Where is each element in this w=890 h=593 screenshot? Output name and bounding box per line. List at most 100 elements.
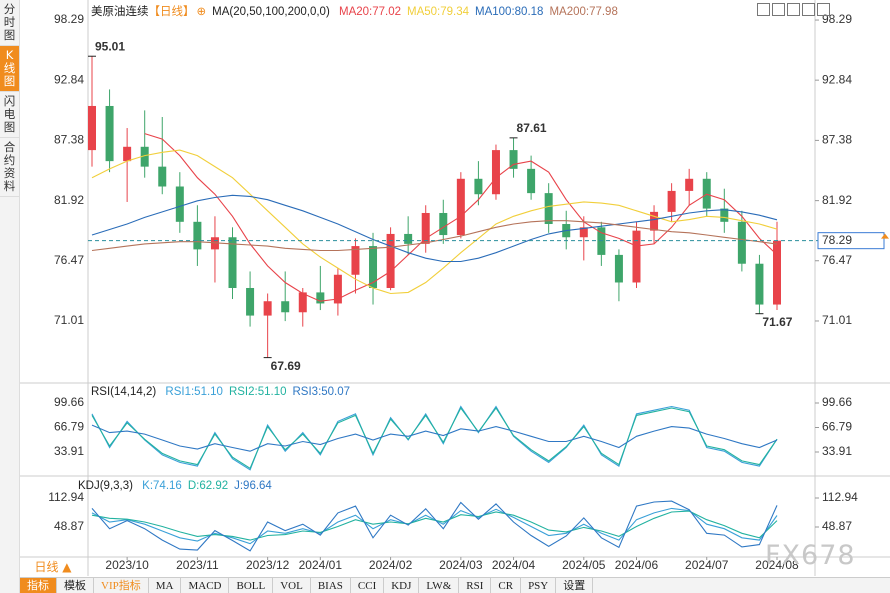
legend-entry: RSI1:51.10 (165, 386, 223, 398)
candle-body (527, 168, 536, 194)
candle-body (755, 263, 764, 305)
series-line (91, 406, 778, 470)
candle-body (544, 193, 553, 225)
y-tick-label: 33.91 (54, 444, 84, 458)
x-tick-label: 2024/06 (615, 558, 659, 572)
candle-body (333, 274, 342, 304)
low-annotation: 71.67 (762, 315, 792, 329)
candle-body (509, 150, 518, 169)
x-tick-label: 2024/01 (299, 558, 343, 572)
y-tick-label: 71.01 (822, 313, 852, 327)
low-annotation: 67.69 (271, 359, 301, 373)
rsi-header: RSI(14,14,2) RSI1:51.10 RSI2:51.10 RSI3:50… (91, 386, 356, 398)
legend-entry: J:96.64 (234, 480, 272, 492)
watermark: FX678 (765, 540, 856, 571)
candle-body (421, 212, 430, 244)
x-tick-label: 2023/10 (105, 558, 149, 572)
side-tab[interactable]: K线图 (0, 46, 19, 92)
candle-body (474, 178, 483, 195)
candle-body (650, 211, 659, 231)
y-tick-label: 112.94 (822, 490, 858, 504)
series-line (91, 194, 778, 263)
legend-entry: MA50:79.34 (407, 6, 470, 18)
legend-entry: RSI3:50.07 (292, 386, 351, 398)
kdj-header: KDJ(9,3,3) K:74.16 D:62.92 J:96.64 (78, 480, 278, 492)
y-tick-label: 76.47 (822, 253, 852, 267)
high-annotation: 87.61 (517, 121, 547, 135)
candle-body (140, 146, 149, 167)
side-tab[interactable]: 闪电图 (0, 92, 19, 138)
y-tick-label: 66.79 (54, 420, 84, 434)
y-tick-label: 48.87 (54, 519, 84, 533)
indicator-tab[interactable]: BIAS (311, 578, 351, 593)
side-tabs: 分时图 K线图 闪电图 合约资料 (0, 0, 20, 593)
indicator-tabs: 指标 模板 VIP指标 MA MACD BOLL VOL BIAS CCI KDJ LW& RSI CR… (20, 577, 890, 593)
legend-entry: MA20:77.02 (338, 6, 401, 18)
y-tick-label: 66.79 (822, 420, 852, 434)
candle-body (263, 301, 272, 316)
indicator-tab[interactable]: MA (149, 578, 182, 593)
x-tick-label: 2024/05 (562, 558, 606, 572)
period-button[interactable]: 日线 ▲ (22, 559, 84, 576)
x-tick-label: 2023/11 (176, 558, 219, 572)
candle-body (369, 246, 378, 288)
side-tab[interactable]: 分时图 (0, 0, 19, 46)
indicator-tab[interactable]: VOL (273, 578, 311, 593)
series-line (91, 149, 778, 295)
legend-entry: MA100:80.18 (475, 6, 544, 18)
indicator-tab[interactable]: MACD (181, 578, 230, 593)
candle-body (351, 246, 360, 275)
y-tick-label: 99.66 (822, 395, 852, 409)
candle-body (720, 208, 729, 222)
indicator-tab[interactable]: 设置 (556, 578, 594, 593)
high-annotation: 95.01 (95, 39, 125, 53)
candle-body (105, 105, 114, 162)
candle-body (404, 233, 413, 244)
y-tick-label: 48.87 (822, 519, 852, 533)
indicator-tab[interactable]: VIP指标 (94, 578, 149, 593)
indicator-tab[interactable]: PSY (521, 578, 557, 593)
side-tab[interactable]: 合约资料 (0, 138, 19, 197)
candle-body (579, 227, 588, 238)
y-tick-label: 76.47 (54, 253, 84, 267)
y-tick-label: 92.84 (822, 72, 852, 86)
indicator-tab[interactable]: KDJ (384, 578, 420, 593)
last-price-box (817, 232, 885, 250)
indicator-tab[interactable]: 指标 (20, 578, 57, 593)
y-tick-label: 81.92 (54, 193, 84, 207)
indicator-tab[interactable]: 模板 (57, 578, 94, 593)
y-tick-label: 81.92 (822, 193, 852, 207)
candle-body (614, 254, 623, 283)
legend-entry: D:62.92 (187, 480, 229, 492)
indicator-tab[interactable]: BOLL (229, 578, 274, 593)
x-tick-label: 2024/08 (755, 558, 799, 572)
x-tick-label: 2024/02 (369, 558, 413, 572)
candle-body (456, 178, 465, 236)
last-price-arrow (881, 233, 889, 239)
toolbar-icons[interactable] (757, 3, 830, 16)
x-tick-label: 2023/12 (246, 558, 290, 572)
indicator-params: MA(20,50,100,200,0,0) (212, 6, 330, 18)
series-line (91, 424, 778, 452)
indicator-tab[interactable]: RSI (459, 578, 492, 593)
series-line (91, 510, 778, 541)
candle-body (386, 233, 395, 288)
indicator-tab[interactable]: CCI (351, 578, 385, 593)
candle-body (685, 178, 694, 191)
y-tick-label: 92.84 (54, 72, 84, 86)
candle-body (737, 221, 746, 264)
add-icon[interactable]: ⊕ (196, 6, 207, 18)
main-header: 美原油连续【日线】 ⊕ MA(20,50,100,200,0,0) MA20:77.… (91, 3, 624, 19)
candle-body (773, 240, 781, 305)
last-price-label: 78.29 (822, 233, 852, 247)
indicator-title: KDJ(9,3,3) (78, 480, 133, 492)
period-label: 【日线】 (148, 6, 195, 18)
candle-body (228, 237, 237, 288)
instrument-title: 美原油连续 (91, 6, 149, 18)
indicator-tab[interactable]: CR (491, 578, 522, 593)
indicator-tab[interactable]: LW& (419, 578, 460, 593)
candle-body (491, 150, 500, 195)
candle-body (298, 292, 307, 313)
legend-entry: RSI2:51.10 (228, 386, 287, 398)
